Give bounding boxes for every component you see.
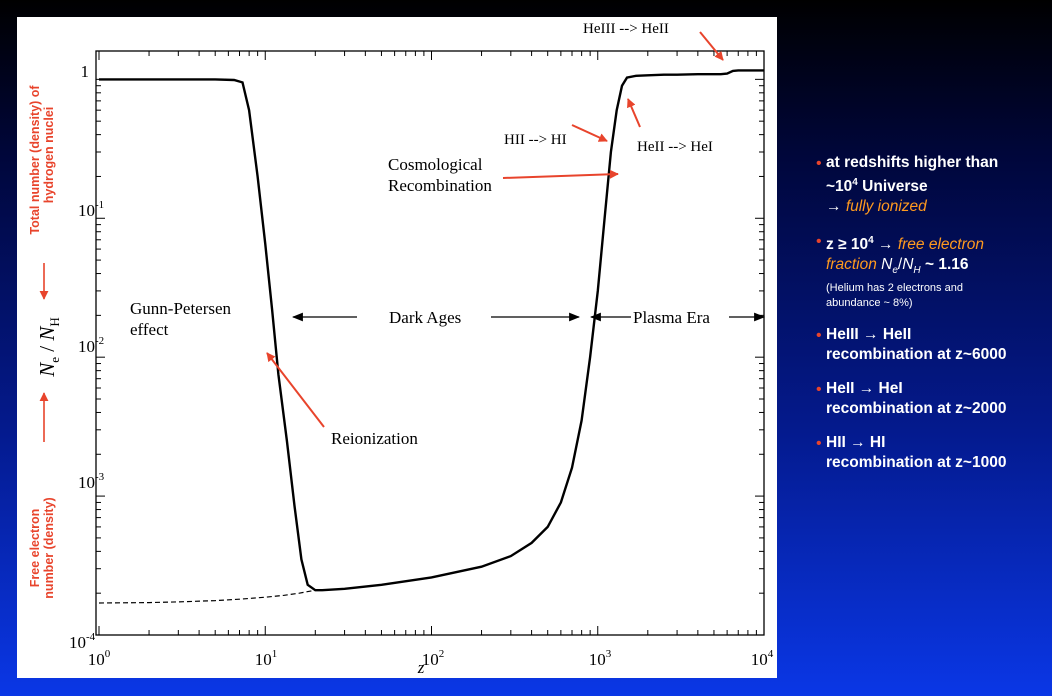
annotation-plasma-era: Plasma Era bbox=[633, 308, 710, 327]
chart-panel: 100 101 102 103 104 z 1 10-1 10-2 10-3 1… bbox=[17, 17, 777, 678]
annotation-heiii-heii: HeIII --> HeII bbox=[583, 21, 669, 37]
x-tick-label-100: 102 bbox=[422, 648, 445, 669]
arrow-reionization bbox=[266, 352, 325, 428]
bullet-dot: • bbox=[816, 155, 822, 172]
y-tick-label-0.1: 10-1 bbox=[78, 199, 104, 220]
x-axis-label: z bbox=[417, 658, 425, 677]
bullet-1-line-1: at redshifts higher than bbox=[826, 154, 999, 171]
y-label-total-hydrogen-1: Total number (density) of bbox=[28, 85, 42, 235]
annotation-cosmological: Cosmological bbox=[388, 155, 483, 174]
neutral-extrapolation-curve bbox=[98, 589, 316, 604]
bullet-1-line-3: → fully ionized bbox=[826, 198, 927, 216]
arrow-heiii-heii bbox=[699, 31, 724, 61]
bullet-5-line-1: HII → HI bbox=[826, 434, 886, 452]
y-tick-label-0.001: 10-3 bbox=[78, 471, 105, 492]
annotation-hii-hi: HII --> HI bbox=[504, 132, 567, 148]
bullet-5-line-2: recombination at z~1000 bbox=[826, 454, 1007, 472]
bullet-3-line-1: HeIII → HeII bbox=[826, 326, 912, 344]
bullet-heii-hei: • HeII → HeI recombination at z~2000 bbox=[816, 379, 1052, 419]
x-tick-label-1: 100 bbox=[88, 648, 111, 669]
arrow-hii-hi bbox=[571, 124, 608, 142]
bullet-2-line-2: fraction Ne/NH ~ 1.16 bbox=[826, 256, 969, 277]
bullet-free-electron-fraction: • z ≥ 104 → free electron fraction Ne/NH… bbox=[816, 231, 1052, 311]
y-tick-label-0.0001: 10-4 bbox=[69, 631, 96, 652]
y-label-free-electron-2: number (density) bbox=[42, 497, 56, 598]
annotation-recombination: Recombination bbox=[388, 176, 492, 195]
annotation-effect: effect bbox=[130, 320, 169, 339]
bullet-heiii-heii: • HeIII → HeII recombination at z~6000 bbox=[816, 325, 1052, 365]
annotation-heii-hei: HeII --> HeI bbox=[637, 139, 713, 155]
bullet-2-line-1: z ≥ 104 → free electron bbox=[826, 235, 984, 254]
arrow-heii-hei bbox=[627, 98, 641, 128]
chart-svg: 100 101 102 103 104 z 1 10-1 10-2 10-3 1… bbox=[28, 21, 774, 677]
y-tick-label-1: 1 bbox=[81, 62, 90, 81]
bullet-2-note-1: (Helium has 2 electrons and bbox=[826, 282, 963, 295]
electron-fraction-curve bbox=[99, 69, 764, 592]
arrow-cosmological-recombination bbox=[502, 169, 619, 179]
bullet-4-line-1: HeII → HeI bbox=[826, 380, 903, 398]
y-label-free-electron-1: Free electron bbox=[28, 509, 42, 588]
x-tick-label-10: 101 bbox=[255, 648, 278, 669]
bullet-dot: • bbox=[816, 381, 822, 399]
y-tick-label-0.01: 10-2 bbox=[78, 335, 104, 356]
bullet-dot: • bbox=[816, 327, 822, 345]
axis-ticks bbox=[96, 51, 765, 636]
annotation-gunn-petersen: Gunn-Petersen bbox=[130, 299, 232, 318]
bullet-1-line-2: ~104 Universe bbox=[826, 177, 928, 196]
bullet-dot: • bbox=[816, 435, 822, 453]
plot-frame bbox=[95, 50, 765, 636]
summary-bullets: • at redshifts higher than ~104 Universe… bbox=[816, 153, 1052, 487]
x-tick-label-10000: 104 bbox=[751, 648, 774, 669]
bullet-hii-hi: • HII → HI recombination at z~1000 bbox=[816, 433, 1052, 473]
bullet-3-line-2: recombination at z~6000 bbox=[826, 346, 1007, 364]
y-label-total-hydrogen-2: hydrogen nuclei bbox=[42, 107, 56, 204]
x-tick-label-1000: 103 bbox=[589, 648, 612, 669]
annotation-reionization: Reionization bbox=[331, 429, 418, 448]
y-axis-label: Ne / NH bbox=[35, 317, 62, 378]
annotation-dark-ages: Dark Ages bbox=[389, 308, 461, 327]
bullet-2-note-2: abundance ~ 8%) bbox=[826, 297, 913, 310]
bullet-fully-ionized: • at redshifts higher than ~104 Universe… bbox=[816, 153, 1052, 217]
bullet-dot: • bbox=[816, 233, 822, 251]
bullet-4-line-2: recombination at z~2000 bbox=[826, 400, 1007, 418]
